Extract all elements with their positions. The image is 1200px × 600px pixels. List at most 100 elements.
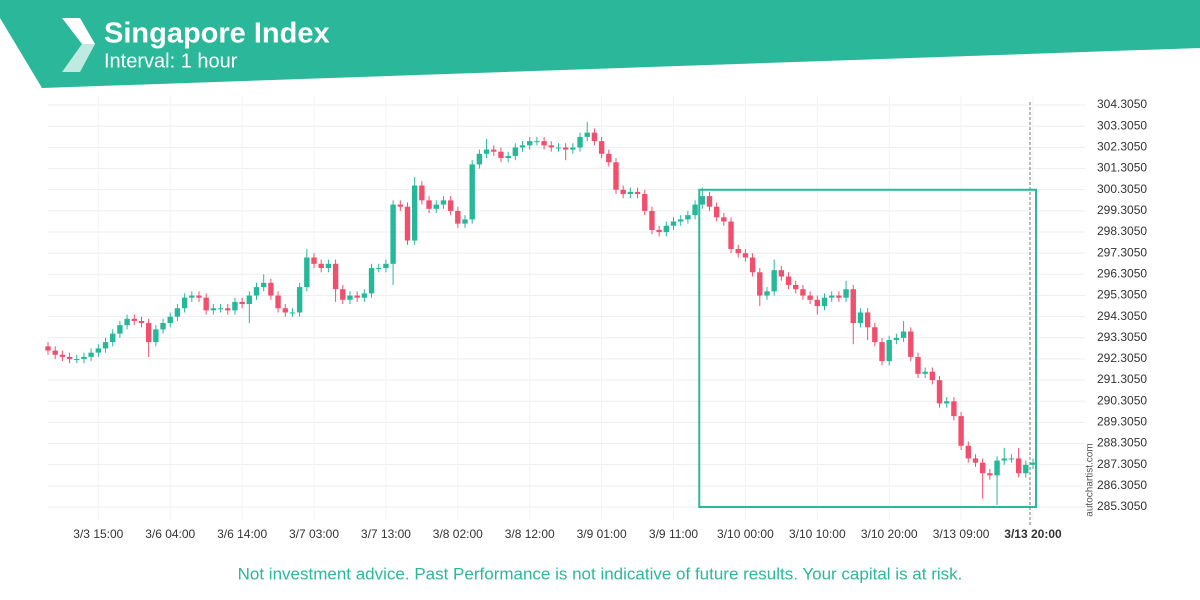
candle-body [872,327,878,343]
candle-body [1008,458,1015,460]
candle-body [979,462,986,474]
y-tick-label: 300.3050 [1097,182,1147,196]
candle-body [210,308,217,311]
candle-body [627,191,634,195]
candle-body [584,132,590,137]
candle-body [419,185,425,201]
x-tick-label: 3/6 14:00 [217,527,267,541]
candle-body [260,282,267,288]
candle-body [189,295,195,298]
candle-body [972,458,979,463]
candle-body [778,270,785,277]
candle-body [368,268,375,294]
y-tick-label: 286.3050 [1097,478,1147,492]
candle-body [864,312,871,328]
x-tick-label: 3/9 01:00 [577,527,627,541]
candle-body [181,297,188,309]
candle-body [225,308,231,311]
candle-body [138,320,145,324]
chart-subtitle: Interval: 1 hour [104,50,238,72]
candle-body [318,263,324,269]
candle-body [670,221,677,226]
candle-body [685,215,691,220]
x-tick-label: 3/7 13:00 [361,527,411,541]
candle-body [929,371,936,381]
pattern-box [698,188,1037,508]
x-tick-label: 3/9 11:00 [649,527,698,541]
candle-body [814,299,821,307]
candle-body [570,147,576,150]
x-tick-label: 3/8 02:00 [433,527,483,541]
candle-body [994,460,1000,476]
candle-body [548,145,554,148]
candle-body [527,141,533,146]
y-tick-label: 292.3050 [1097,351,1147,365]
y-tick-label: 289.3050 [1097,415,1147,429]
candle-body [793,284,799,290]
y-tick-label: 287.3050 [1097,457,1147,471]
candle-body [893,337,900,340]
candle-body [440,200,447,205]
x-tick-label: 3/7 03:00 [289,527,339,541]
candle-body [81,356,87,360]
candle-body [411,185,418,241]
candle-body [131,318,137,321]
x-tick-label: 3/10 20:00 [861,527,918,541]
candle-body [785,276,792,285]
y-tick-label: 303.3050 [1097,118,1147,132]
candle-body [915,356,921,374]
candle-body [757,272,763,296]
candle-body [965,445,971,459]
candle-body [311,257,317,264]
candle-body [491,149,497,152]
candle-body [45,346,51,351]
candle-body [88,352,94,357]
candle-body [936,380,943,404]
candle-body [268,282,274,296]
candle-body [354,295,360,298]
candle-body [620,189,626,195]
candle-body [246,295,253,305]
candle-body [828,295,835,298]
candle-body [735,249,741,254]
candle-body [66,356,73,360]
candle-body [843,289,849,298]
candle-body [153,329,159,343]
candle-body [678,219,684,222]
candle-body [713,206,720,218]
x-tick-label: 3/13 09:00 [933,527,990,541]
candle-body [117,325,123,334]
candle-body [376,268,382,270]
candle-body [426,200,432,209]
candle-body [325,263,332,269]
candle-body [433,204,439,209]
candle-body [498,151,504,159]
candle-body [160,323,166,330]
candle-body [217,308,224,310]
candle-body [821,297,828,307]
candle-body [742,253,749,258]
candle-body [922,371,928,374]
candle-body [145,323,152,343]
candle-body [304,257,310,288]
candle-body [167,316,173,324]
candle-body [340,289,346,300]
candle-body [764,291,770,296]
candle-body [275,295,281,309]
candle-body [239,301,245,305]
candle-body [836,295,842,298]
y-tick-label: 298.3050 [1097,224,1147,238]
candle-body [857,312,864,324]
candle-body [555,147,562,149]
candle-body [1023,464,1029,474]
candle-body [850,289,856,324]
candle-body [282,308,288,313]
candle-body [951,401,957,417]
candle-body [1030,462,1036,465]
y-tick-label: 290.3050 [1097,393,1147,407]
logo [62,44,95,72]
candle-body [332,263,339,290]
candle-body [512,147,519,156]
y-tick-label: 293.3050 [1097,330,1147,344]
candle-body [469,164,475,220]
